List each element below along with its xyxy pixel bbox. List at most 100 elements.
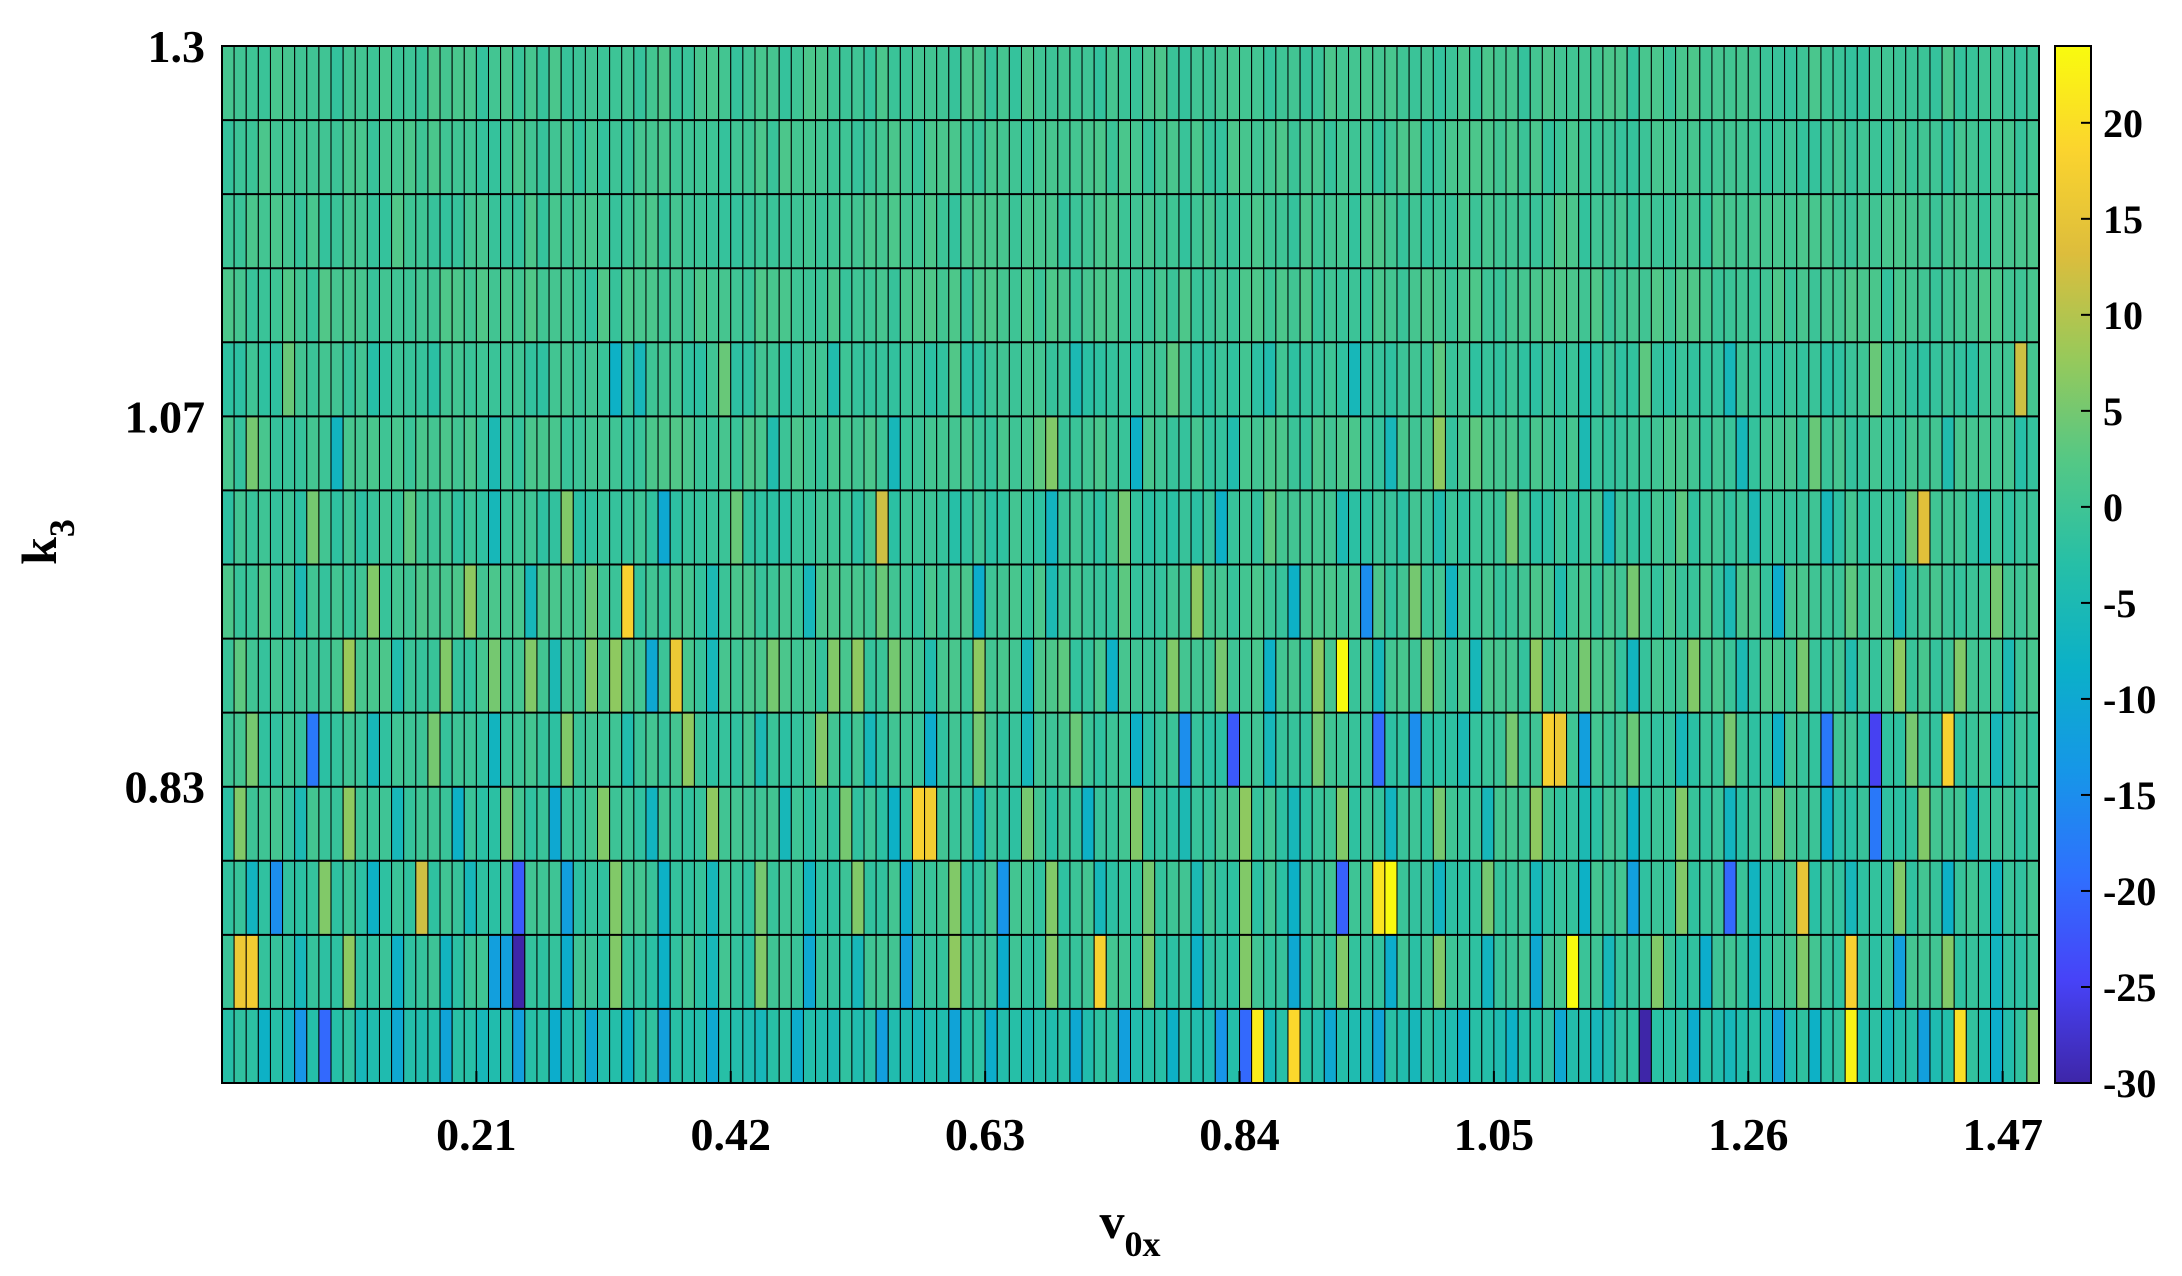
heatmap-cell xyxy=(778,119,792,195)
heatmap-cell xyxy=(1384,193,1398,269)
heatmap-cell xyxy=(742,489,756,565)
heatmap-cell xyxy=(1263,193,1277,269)
heatmap-cell xyxy=(1335,860,1350,936)
heatmap-cell xyxy=(1239,193,1253,269)
heatmap-cell xyxy=(911,1008,926,1084)
heatmap-cell xyxy=(1650,712,1664,788)
heatmap-cell xyxy=(1275,1008,1289,1084)
heatmap-cell xyxy=(512,193,526,269)
heatmap-cell xyxy=(391,564,405,640)
heatmap-cell xyxy=(1372,45,1386,121)
heatmap-cell xyxy=(1881,45,1895,121)
heatmap-cell xyxy=(584,489,599,565)
heatmap-cell xyxy=(1457,119,1471,195)
heatmap-cell xyxy=(802,564,817,640)
heatmap-cell xyxy=(439,638,453,714)
heatmap-cell xyxy=(1348,564,1362,640)
heatmap-cell xyxy=(475,193,489,269)
heatmap-cell xyxy=(2014,45,2028,121)
heatmap-cell xyxy=(1311,415,1325,491)
heatmap-cell xyxy=(706,119,720,195)
heatmap-cell xyxy=(1687,712,1701,788)
heatmap-cell xyxy=(245,45,259,121)
heatmap-cell xyxy=(875,934,889,1010)
heatmap-cell xyxy=(1965,267,1979,343)
heatmap-cell xyxy=(706,860,720,936)
heatmap-cell xyxy=(863,341,877,417)
heatmap-cell xyxy=(1105,1008,1119,1084)
heatmap-cell xyxy=(257,45,271,121)
heatmap-cell xyxy=(960,564,974,640)
heatmap-cell xyxy=(354,415,368,491)
colorbar-tick-label: -5 xyxy=(2103,581,2136,626)
heatmap-cell xyxy=(1990,119,2004,195)
heatmap-cell xyxy=(1020,564,1035,640)
heatmap-cell xyxy=(1941,341,1955,417)
heatmap-cell xyxy=(536,45,550,121)
heatmap-cell xyxy=(403,415,417,491)
heatmap-cell xyxy=(1045,564,1059,640)
heatmap-cell xyxy=(1893,415,1907,491)
heatmap-cell xyxy=(1384,1008,1398,1084)
heatmap-cell xyxy=(1881,638,1895,714)
heatmap-cell xyxy=(718,786,732,862)
heatmap-cell xyxy=(2014,193,2028,269)
heatmap-cell xyxy=(391,45,405,121)
heatmap-cell xyxy=(1142,934,1156,1010)
heatmap-cell xyxy=(1444,45,1459,121)
heatmap-cell xyxy=(1941,45,1955,121)
heatmap-cell xyxy=(475,119,489,195)
heatmap-cell xyxy=(536,934,550,1010)
heatmap-cell xyxy=(1517,712,1531,788)
heatmap-cell xyxy=(1699,267,1713,343)
heatmap-cell xyxy=(282,638,296,714)
heatmap-cell xyxy=(802,712,817,788)
heatmap-cell xyxy=(1057,341,1071,417)
heatmap-cell xyxy=(875,341,889,417)
heatmap-cell xyxy=(500,786,514,862)
heatmap-cell xyxy=(621,564,635,640)
heatmap-cell xyxy=(924,1008,938,1084)
heatmap-cell xyxy=(1796,564,1810,640)
heatmap-cell xyxy=(766,45,780,121)
heatmap-cell xyxy=(1154,45,1168,121)
heatmap-cell xyxy=(282,45,296,121)
heatmap-cell xyxy=(306,786,320,862)
heatmap-cell xyxy=(1759,193,1774,269)
heatmap-cell xyxy=(863,415,877,491)
heatmap-cell xyxy=(1444,712,1459,788)
heatmap-cell xyxy=(1687,193,1701,269)
heatmap-cell xyxy=(536,341,550,417)
heatmap-cell xyxy=(1990,193,2004,269)
heatmap-cell xyxy=(403,860,417,936)
heatmap-cell xyxy=(403,786,417,862)
heatmap-cell xyxy=(1856,934,1870,1010)
heatmap-cell xyxy=(1432,564,1446,640)
heatmap-cell xyxy=(1735,489,1749,565)
heatmap-cell xyxy=(1784,415,1798,491)
heatmap-cell xyxy=(621,638,635,714)
heatmap-cell xyxy=(487,860,502,936)
heatmap-cell xyxy=(645,786,659,862)
heatmap-cell xyxy=(742,45,756,121)
heatmap-cell xyxy=(815,638,829,714)
heatmap-cell xyxy=(1093,341,1107,417)
heatmap-cell xyxy=(1844,193,1858,269)
heatmap-cell xyxy=(948,712,962,788)
heatmap-cell xyxy=(754,45,768,121)
heatmap-cell xyxy=(1832,638,1846,714)
heatmap-cell xyxy=(1481,341,1495,417)
heatmap-cell xyxy=(827,1008,841,1084)
heatmap-cell xyxy=(1166,712,1180,788)
heatmap-cell xyxy=(439,712,453,788)
heatmap-cell xyxy=(1541,489,1555,565)
heatmap-cell xyxy=(487,193,502,269)
heatmap-cell xyxy=(1360,415,1374,491)
heatmap-cell xyxy=(1917,489,1931,565)
heatmap-cell xyxy=(1481,564,1495,640)
heatmap-cell xyxy=(984,45,998,121)
heatmap-cell xyxy=(1626,786,1640,862)
heatmap-cell xyxy=(439,564,453,640)
heatmap-cell xyxy=(863,860,877,936)
heatmap-cell xyxy=(1008,638,1022,714)
